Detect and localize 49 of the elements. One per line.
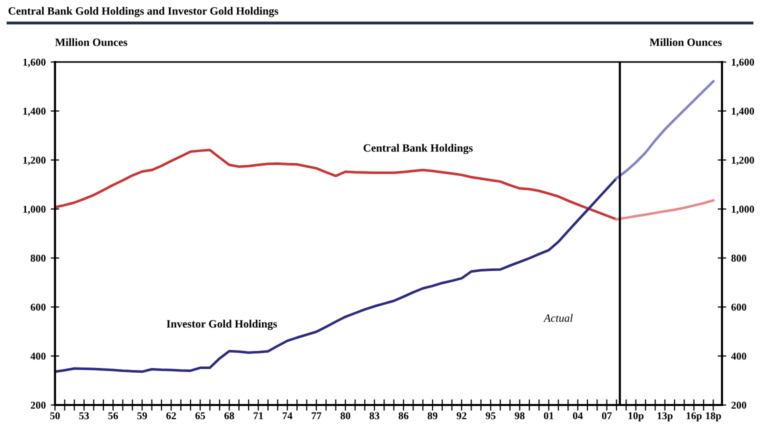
- y2-axis-title: Million Ounces: [650, 38, 722, 46]
- x-tick-label: 59: [137, 412, 147, 420]
- x-tick-label: 04: [572, 412, 583, 420]
- annotation: Actual: [543, 314, 573, 322]
- y2-tick-label: 1,400: [732, 108, 754, 116]
- line-series: [55, 177, 618, 373]
- y-tick-label: 400: [30, 352, 46, 360]
- y-tick-label: 1,000: [23, 206, 46, 214]
- y-tick-label: 1,600: [23, 58, 46, 68]
- x-tick-label: 89: [428, 412, 438, 420]
- x-tick-label: 77: [312, 412, 322, 420]
- series-label: Central Bank Holdings: [364, 144, 473, 154]
- x-tick-label: 07: [602, 412, 612, 420]
- y2-tick-label: 800: [731, 254, 746, 262]
- x-tick-label: 10p: [628, 412, 644, 422]
- y2-tick-label: 1,600: [732, 58, 754, 68]
- x-tick-label: 62: [166, 412, 176, 420]
- x-tick-label: 74: [282, 412, 292, 420]
- y-tick-label: 200: [30, 402, 46, 409]
- line-series: [615, 199, 715, 221]
- x-tick-label: 80: [340, 412, 350, 420]
- x-tick-label: 98: [514, 412, 525, 420]
- y2-tick-label: 1,200: [732, 156, 754, 166]
- y2-tick-label: 400: [731, 352, 746, 360]
- y-axis-title: Million Ounces: [55, 38, 128, 46]
- series-label: Investor Gold Holdings: [166, 320, 277, 330]
- x-tick-label: 16p: [686, 412, 702, 422]
- y-tick-label: 1,400: [23, 108, 46, 116]
- chart-title: Central Bank Gold Holdings and Investor Gold Holdings: [8, 6, 278, 18]
- x-tick-label: 68: [224, 412, 234, 420]
- x-tick-label: 92: [456, 412, 466, 420]
- y-tick-label: 600: [30, 304, 46, 311]
- y2-tick-label: 600: [731, 304, 746, 311]
- x-tick-label: 56: [108, 412, 118, 420]
- x-tick-label: 86: [398, 412, 408, 420]
- x-tick-label: 13p: [658, 412, 673, 422]
- x-tick-label: 65: [195, 412, 206, 420]
- x-tick-label: 01: [544, 412, 554, 420]
- x-tick-label: 71: [254, 412, 263, 420]
- y2-tick-label: 1,000: [732, 206, 754, 214]
- line-series: [615, 80, 715, 180]
- y-tick-label: 1,200: [23, 156, 46, 166]
- x-tick-label: 95: [486, 412, 496, 420]
- y2-tick-label: 200: [731, 402, 746, 409]
- x-tick-label: 18p: [706, 412, 721, 422]
- y-tick-label: 800: [30, 254, 46, 262]
- x-tick-label: 53: [79, 412, 89, 420]
- x-tick-label: 50: [50, 412, 60, 420]
- x-tick-label: 83: [370, 412, 380, 420]
